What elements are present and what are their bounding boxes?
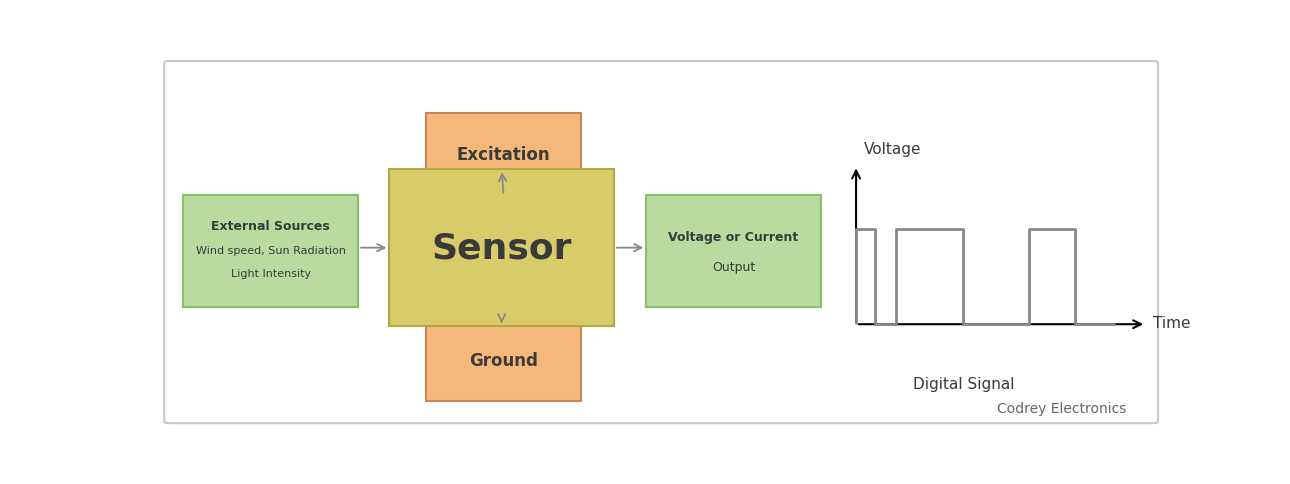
- Text: External Sources: External Sources: [212, 220, 330, 233]
- Text: Output: Output: [712, 260, 755, 273]
- Text: Excitation: Excitation: [457, 146, 551, 164]
- Bar: [426, 319, 582, 401]
- FancyBboxPatch shape: [164, 62, 1158, 424]
- Bar: [426, 114, 582, 196]
- Text: Time: Time: [1153, 315, 1191, 330]
- Text: Wind speed, Sun Radiation: Wind speed, Sun Radiation: [196, 245, 346, 255]
- Bar: [646, 196, 820, 308]
- Bar: [390, 170, 614, 326]
- Text: Light Intensity: Light Intensity: [231, 269, 311, 278]
- Bar: [183, 196, 359, 308]
- Text: Digital Signal: Digital Signal: [913, 377, 1014, 392]
- Text: Ground: Ground: [470, 351, 538, 369]
- Text: Voltage or Current: Voltage or Current: [668, 230, 799, 243]
- Text: Sensor: Sensor: [431, 231, 571, 265]
- Text: Voltage: Voltage: [864, 142, 921, 157]
- Text: Codrey Electronics: Codrey Electronics: [997, 401, 1126, 415]
